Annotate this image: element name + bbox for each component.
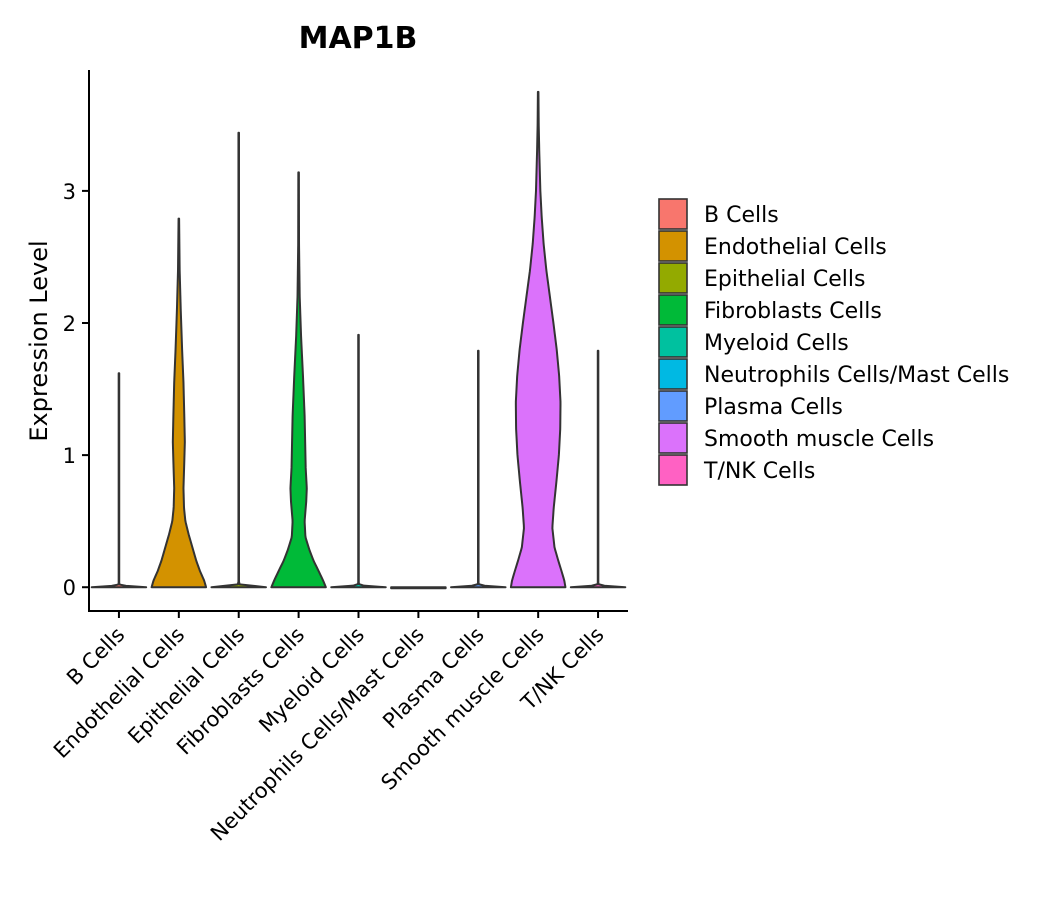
legend-key bbox=[658, 422, 688, 454]
violin-fibroblasts-cells bbox=[270, 171, 327, 589]
y-axis-title: Expression Level bbox=[25, 240, 53, 441]
legend-key bbox=[658, 294, 688, 326]
legend-label: Epithelial Cells bbox=[704, 267, 865, 292]
y-tick-label: 1 bbox=[63, 444, 76, 468]
violin-plasma-cells bbox=[450, 349, 507, 589]
violin-myeloid-cells bbox=[330, 333, 387, 589]
violin-neutrophils-cells-mast-cells bbox=[390, 586, 447, 590]
legend-label: Smooth muscle Cells bbox=[704, 427, 934, 452]
x-tick-label: Myeloid Cells bbox=[254, 623, 369, 738]
chart-title: MAP1B bbox=[299, 21, 418, 56]
legend-label: Fibroblasts Cells bbox=[704, 299, 882, 324]
legend-key bbox=[658, 198, 688, 230]
y-tick-label: 3 bbox=[63, 180, 76, 204]
legend: B Cells Endothelial Cells Epithelial Cells… bbox=[658, 198, 1009, 486]
legend-label: Endothelial Cells bbox=[704, 235, 887, 260]
legend-label: Myeloid Cells bbox=[704, 331, 849, 356]
violin-endothelial-cells bbox=[150, 217, 208, 589]
violin-epithelial-cells bbox=[210, 131, 267, 589]
legend-key bbox=[658, 326, 688, 358]
legend-key bbox=[658, 454, 688, 486]
legend-key bbox=[658, 262, 688, 294]
legend-key bbox=[658, 390, 688, 422]
violin-t-nk-cells bbox=[569, 349, 627, 589]
legend-key bbox=[658, 358, 688, 390]
legend-label: Neutrophils Cells/Mast Cells bbox=[704, 363, 1009, 388]
legend-label: B Cells bbox=[704, 203, 779, 228]
y-tick-label: 2 bbox=[63, 312, 76, 336]
legend-label: T/NK Cells bbox=[703, 459, 815, 484]
y-tick-label: 0 bbox=[63, 576, 76, 600]
violin-smooth-muscle-cells bbox=[509, 90, 567, 589]
legend-key bbox=[658, 230, 688, 262]
violin-b-cells bbox=[90, 372, 148, 589]
legend-label: Plasma Cells bbox=[704, 395, 843, 420]
